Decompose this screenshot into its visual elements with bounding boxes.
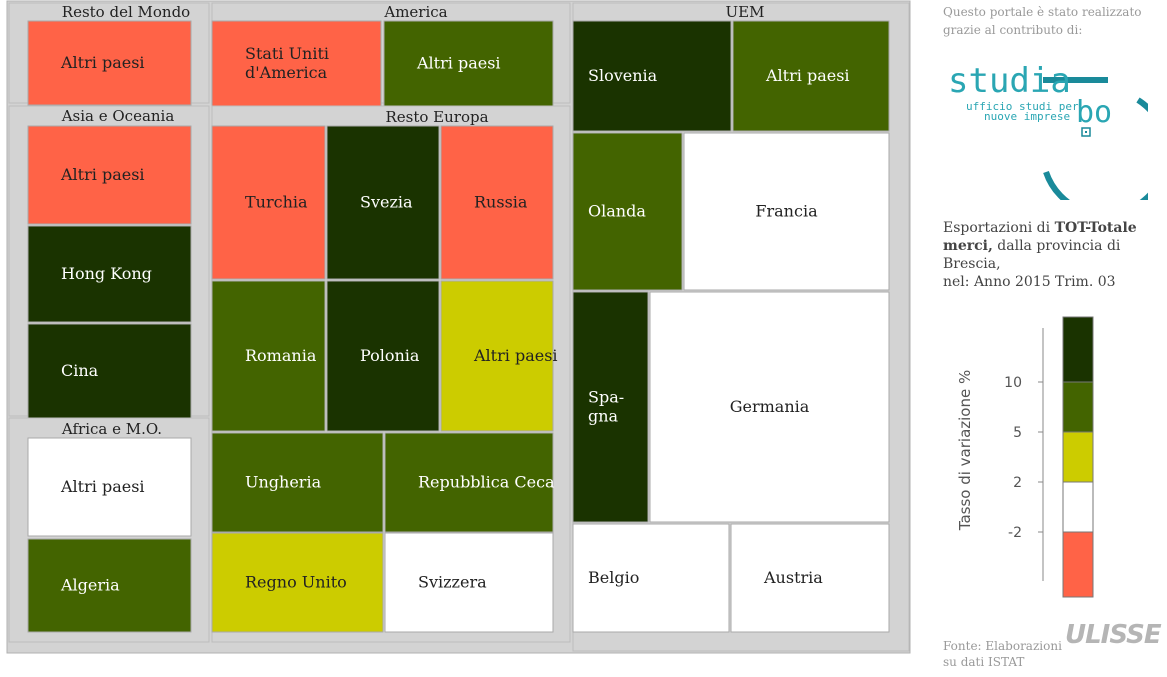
cell-africa-e-m-o-altri-paesi[interactable]: Altri paesi <box>27 437 192 537</box>
cell-asia-e-oceania-cina[interactable]: Cina <box>27 323 192 419</box>
group-label: Resto Europa <box>385 108 488 126</box>
source-note: Fonte: Elaborazioni su dati ISTAT <box>943 639 1062 669</box>
cell-label: Slovenia <box>588 66 658 85</box>
cell-label: Svizzera <box>418 573 487 592</box>
cell-label: Francia <box>755 202 818 221</box>
cell-america-stati-uniti-d-america[interactable]: Stati Uniti d'America <box>211 20 382 107</box>
cell-africa-e-m-o-algeria[interactable]: Algeria <box>27 538 192 633</box>
legend-swatch <box>1062 531 1094 598</box>
ulisse-logo: ULISSE <box>1065 620 1162 650</box>
cell-label: Russia <box>474 193 528 212</box>
legend-tick-label: 10 <box>1004 375 1022 391</box>
legend-tick-label: 2 <box>1013 475 1022 491</box>
chart-caption: Esportazioni di TOT-Totale merci, dalla … <box>943 220 1137 290</box>
cell-uem-francia[interactable]: Francia <box>683 132 890 291</box>
cell-label: Turchia <box>245 193 308 212</box>
cell-uem-germania[interactable]: Germania <box>649 291 890 523</box>
cell-uem-altri-paesi[interactable]: Altri paesi <box>732 20 890 132</box>
cell-label: Altri paesi <box>60 477 145 496</box>
caption-period: nel: Anno 2015 Trim. 03 <box>943 274 1116 290</box>
logo-main: studia <box>948 61 1071 101</box>
cell-label: Svezia <box>360 193 413 212</box>
cell-resto-europa-regno-unito[interactable]: Regno Unito <box>211 532 384 633</box>
cell-label: Spa-gna <box>588 388 624 426</box>
cell-label: Repubblica Ceca <box>418 473 555 492</box>
group-resto-europa: Resto Europa Turchia Svezia Russia Romania Po… <box>211 105 571 643</box>
cell-label: Germania <box>730 397 810 416</box>
cell-resto-europa-romania[interactable]: Romania <box>211 280 326 432</box>
group-africa-e-m-o: Africa e M.O. Altri paesi Algeria <box>8 417 210 643</box>
credit-text: Questo portale è stato realizzato grazie… <box>943 5 1142 37</box>
cell-resto-europa-turchia[interactable]: Turchia <box>211 125 326 280</box>
legend-swatch <box>1062 381 1094 433</box>
group-label: Asia e Oceania <box>61 107 175 125</box>
cell-uem-austria[interactable]: Austria <box>730 523 890 633</box>
cell-uem-olanda[interactable]: Olanda <box>572 132 683 291</box>
logo-suffix: bo <box>1076 95 1112 130</box>
cell-label: Hong Kong <box>61 264 152 283</box>
cell-resto-europa-altri-paesi[interactable]: Altri paesi <box>440 280 558 432</box>
cell-label: Altri paesi <box>60 165 145 184</box>
legend-swatch <box>1062 431 1094 483</box>
legend-tick-label: -2 <box>1008 525 1022 541</box>
cell-label: Ungheria <box>245 473 322 492</box>
cell-label: Cina <box>61 361 99 380</box>
cell-label: Altri paesi <box>416 54 501 73</box>
cell-resto-europa-repubblica-ceca[interactable]: Repubblica Ceca <box>384 432 555 533</box>
treemap-chart: Resto del Mondo Altri paesi America Stati U… <box>6 0 911 654</box>
group-uem: UEM Slovenia Altri paesi Olanda Francia Spa-g… <box>572 2 910 652</box>
cell-label: Austria <box>763 568 823 587</box>
cell-label: Olanda <box>588 202 646 221</box>
cell-label: Altri paesi <box>765 66 850 85</box>
cell-label: Romania <box>245 346 317 365</box>
group-resto-del-mondo: Resto del Mondo Altri paesi <box>8 2 210 106</box>
cell-resto-europa-svezia[interactable]: Svezia <box>326 125 440 280</box>
cell-resto-europa-russia[interactable]: Russia <box>440 125 554 280</box>
cell-asia-e-oceania-hong-kong[interactable]: Hong Kong <box>27 225 192 323</box>
cell-label: Altri paesi <box>473 346 558 365</box>
group-asia-e-oceania: Asia e Oceania Altri paesi Hong Kong Cina <box>8 105 210 419</box>
studia-bo-logo: studia bo ufficio studi per nuove impres… <box>948 61 1148 200</box>
cell-label: Regno Unito <box>245 573 347 592</box>
group-label: Africa e M.O. <box>61 420 162 438</box>
cell-label: Algeria <box>60 576 120 595</box>
cell-resto-europa-polonia[interactable]: Polonia <box>326 280 440 432</box>
cell-uem-belgio[interactable]: Belgio <box>572 523 730 633</box>
cell-resto-del-mondo-altri-paesi[interactable]: Altri paesi <box>27 20 192 106</box>
logo-sub2: nuove imprese <box>984 110 1070 123</box>
cell-asia-e-oceania-altri-paesi[interactable]: Altri paesi <box>27 125 192 225</box>
group-label: America <box>383 3 447 21</box>
color-legend: 10 5 2 -2 Tasso di variazione % <box>956 316 1094 598</box>
group-label: Resto del Mondo <box>62 3 190 21</box>
logo-sub1: ufficio studi per <box>966 100 1079 113</box>
cell-uem-slovenia[interactable]: Slovenia <box>572 20 732 132</box>
cell-label: Polonia <box>360 346 420 365</box>
cell-resto-europa-ungheria[interactable]: Ungheria <box>211 432 384 533</box>
side-panel: Questo portale è stato realizzato grazie… <box>930 0 1167 677</box>
cell-label: Stati Uniti d'America <box>245 44 329 82</box>
group-america: America Stati Uniti d'America Altri paesi <box>211 2 571 107</box>
group-label: UEM <box>726 3 765 21</box>
cell-label: Belgio <box>588 568 639 587</box>
legend-tick-label: 5 <box>1013 425 1022 441</box>
cell-resto-europa-svizzera[interactable]: Svizzera <box>384 532 554 633</box>
cell-label: Altri paesi <box>60 53 145 72</box>
legend-swatch <box>1062 481 1094 533</box>
legend-axis-label: Tasso di variazione % <box>956 370 974 531</box>
cell-america-altri-paesi[interactable]: Altri paesi <box>383 20 554 107</box>
legend-swatch <box>1062 316 1094 383</box>
cell-uem-spagna[interactable]: Spa-gna <box>572 291 649 523</box>
